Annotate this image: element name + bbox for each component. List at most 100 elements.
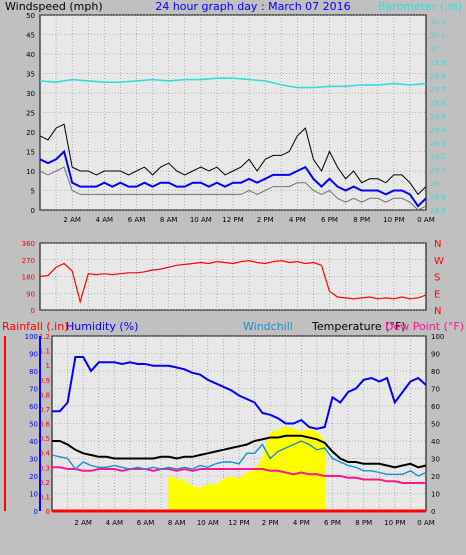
rainfall-tick-1-1: 1.1 — [39, 348, 50, 356]
direction-tick-90: 90 — [26, 290, 35, 298]
temp-time-tick-4-pm: 4 PM — [293, 519, 310, 527]
humidity-tick-70: 70 — [29, 386, 38, 394]
humidity-tick-10: 10 — [29, 491, 38, 499]
temp-time-tick-8-am: 8 AM — [168, 519, 186, 527]
humidity-tick-40: 40 — [29, 438, 38, 446]
barometer-series-line — [39, 77, 427, 89]
wind-time-tick-6-am: 6 AM — [128, 216, 146, 224]
temperature-tick-70: 70 — [431, 386, 440, 394]
compass-tick-s-180: S — [434, 273, 440, 284]
windspeed-tick-50: 50 — [26, 12, 35, 20]
wind-time-axis-ticks: 2 AM 4 AM 6 AM 8 AM 10 AM 12 PM 2 PM 4 PM 6 PM 8 … — [63, 216, 434, 224]
temperature-tick-20: 20 — [431, 473, 440, 481]
barometer-axis-ticks: 28.8 28.9 29 29.1 29.2 29.3 29.4 29.5 29.6 29.7 29… — [430, 19, 446, 215]
wind-barometer-series — [39, 77, 427, 211]
windspeed-tick-25: 25 — [26, 110, 35, 118]
windspeed-tick-30: 30 — [26, 90, 35, 98]
humidity-tick-20: 20 — [29, 473, 38, 481]
windspeed-tick-0: 0 — [31, 207, 35, 215]
windchill-legend-label: Windchill — [243, 320, 293, 333]
barometer-tick-30: 30 — [430, 46, 439, 54]
barometer-tick-29: 29 — [430, 180, 439, 188]
temperature-time-axis-ticks: 2 AM 4 AM 6 AM 8 AM 10 AM 12 PM 2 PM 4 PM 6 PM 8 … — [74, 519, 434, 527]
humidity-tick-50: 50 — [29, 421, 38, 429]
temperature-tick-50: 50 — [431, 421, 440, 429]
barometer-axis-title: Barometer (.in) — [378, 0, 462, 13]
compass-tick-n-0: N — [434, 306, 441, 317]
temp-time-tick-10-pm: 10 PM — [384, 519, 405, 527]
rainfall-tick-0: 0 — [46, 508, 50, 516]
compass-tick-n-360: N — [434, 239, 441, 250]
barometer-tick-30-1: 30.1 — [430, 32, 446, 40]
low-series-line — [39, 166, 427, 211]
temperature-tick-90: 90 — [431, 351, 440, 359]
windspeed-tick-20: 20 — [26, 129, 35, 137]
direction-tick-270: 270 — [22, 257, 35, 265]
direction-tick-360: 360 — [22, 240, 35, 248]
windspeed-tick-40: 40 — [26, 51, 35, 59]
temp-time-tick-10-am: 10 AM — [197, 519, 219, 527]
rainfall-tick-0-2: 0.2 — [39, 479, 50, 487]
temperature-axis-title: Temperature (°F) — [311, 320, 406, 333]
humidity-tick-30: 30 — [29, 456, 38, 464]
wind-time-tick-6-pm: 6 PM — [321, 216, 338, 224]
barometer-tick-29-5: 29.5 — [430, 113, 446, 121]
temperature-tick-100: 100 — [431, 333, 444, 341]
barometer-tick-29-3: 29.3 — [430, 140, 446, 148]
barometer-tick-29-9: 29.9 — [430, 59, 446, 67]
barometer-tick-28-8: 28.8 — [430, 207, 446, 215]
barometer-tick-29-1: 29.1 — [430, 167, 446, 175]
direction-degrees-axis-ticks: 0 90 180 270 360 — [22, 240, 35, 315]
temperature-humidity-series — [51, 356, 427, 513]
windchill-series-line — [51, 440, 427, 477]
humidity-tick-80: 80 — [29, 368, 38, 376]
rainfall-tick-0-4: 0.4 — [39, 450, 51, 458]
humidity-axis-title: Humidity (%) — [66, 320, 138, 333]
barometer-tick-29-8: 29.8 — [430, 73, 446, 81]
average-series-line — [39, 149, 427, 208]
temperature-tick-60: 60 — [431, 403, 440, 411]
wind-time-tick-12-pm: 12 PM — [222, 216, 243, 224]
temperature-tick-40: 40 — [431, 438, 440, 446]
wind-direction-series — [39, 260, 427, 304]
rainfall-axis-ticks: 0 0.1 0.2 0.3 0.4 0.5 0.6 0.7 0.8 0.9 1 1.1 1.2 — [39, 333, 51, 516]
direction-tick-180: 180 — [22, 274, 35, 282]
barometer-tick-29-4: 29.4 — [430, 126, 446, 134]
wind-time-tick-10-pm: 10 PM — [383, 216, 404, 224]
windspeed-tick-5: 5 — [31, 188, 35, 196]
temperature-tick-80: 80 — [431, 368, 440, 376]
wind-time-tick-8-pm: 8 PM — [353, 216, 370, 224]
rainfall-tick-0-8: 0.8 — [39, 391, 50, 399]
wind-time-tick-4-pm: 4 PM — [289, 216, 306, 224]
rainfall-tick-1-2: 1.2 — [39, 333, 50, 341]
humidity-axis-ticks: 0 10 20 30 40 50 60 70 80 90 100 — [25, 333, 38, 516]
temp-time-tick-8-pm: 8 PM — [355, 519, 372, 527]
temp-time-tick-2-pm: 2 PM — [262, 519, 279, 527]
windspeed-tick-35: 35 — [26, 71, 35, 79]
temperature-tick-0: 0 — [431, 508, 435, 516]
rainfall-tick-0-3: 0.3 — [39, 464, 50, 472]
rainfall-tick-0-5: 0.5 — [39, 435, 50, 443]
barometer-tick-29-7: 29.7 — [430, 86, 446, 94]
temperature-tick-30: 30 — [431, 456, 440, 464]
windspeed-axis-title: Windspeed (mph) — [5, 0, 103, 13]
temp-time-tick-2-am: 2 AM — [74, 519, 92, 527]
humidity-tick-0: 0 — [34, 508, 38, 516]
temp-time-tick-4-am: 4 AM — [106, 519, 124, 527]
gust-series-line — [39, 123, 427, 196]
direction-tick-0: 0 — [31, 307, 35, 315]
wind-time-tick-0-am: 0 AM — [417, 216, 435, 224]
barometer-tick-29-2: 29.2 — [430, 153, 446, 161]
rainfall-tick-0-1: 0.1 — [39, 493, 50, 501]
temp-time-tick-6-pm: 6 PM — [324, 519, 341, 527]
compass-tick-w-270: W — [434, 256, 444, 267]
temp-time-tick-6-am: 6 AM — [137, 519, 155, 527]
wind-time-tick-4-am: 4 AM — [96, 216, 114, 224]
rainfall-tick-1: 1 — [46, 362, 50, 370]
barometer-tick-28-9: 28.9 — [430, 194, 446, 202]
temperature-series-line — [52, 434, 427, 469]
temperature-axis-ticks: 0 10 20 30 40 50 60 70 80 90 100 — [431, 333, 444, 516]
wind-time-tick-2-am: 2 AM — [63, 216, 81, 224]
